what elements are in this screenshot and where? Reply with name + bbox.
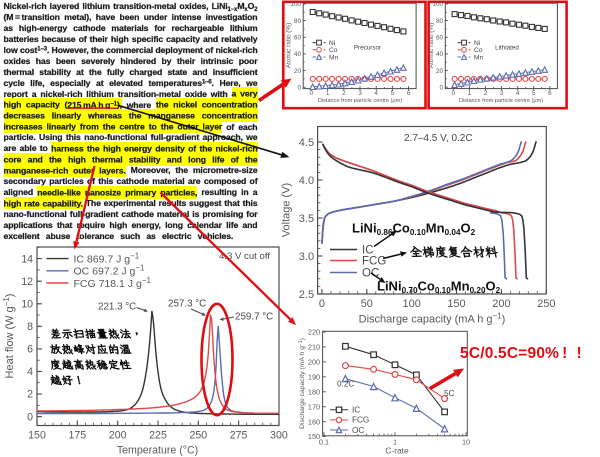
svg-text:6: 6 — [548, 90, 552, 97]
svg-text:Atomic ratio (%): Atomic ratio (%) — [286, 23, 293, 68]
svg-text:14: 14 — [21, 253, 33, 265]
svg-text:100: 100 — [403, 298, 421, 310]
svg-text:4: 4 — [374, 90, 378, 97]
svg-text:175: 175 — [68, 430, 86, 442]
svg-text:100: 100 — [432, 1, 443, 8]
svg-text:0: 0 — [452, 90, 456, 97]
svg-text:Precursor: Precursor — [354, 44, 381, 51]
svg-text:LiNi0.86Co0.10Mn0.04O2: LiNi0.86Co0.10Mn0.04O2 — [352, 221, 476, 238]
svg-text:8: 8 — [27, 321, 33, 333]
svg-text:Distance from particle centre: Distance from particle centre (μm) — [459, 98, 543, 104]
svg-text:4.3 V cut off: 4.3 V cut off — [219, 251, 270, 262]
svg-text:FCG: FCG — [362, 256, 386, 268]
svg-text:0.1: 0.1 — [319, 437, 329, 446]
svg-text:Temperature (°C): Temperature (°C) — [117, 445, 198, 457]
svg-text:10: 10 — [462, 437, 470, 446]
svg-text:Co: Co — [329, 47, 338, 54]
svg-text:Lithiated: Lithiated — [495, 44, 519, 51]
svg-text:210: 210 — [308, 343, 320, 352]
svg-text:60: 60 — [436, 35, 444, 42]
svg-text:1: 1 — [326, 90, 330, 97]
svg-text:Ni: Ni — [329, 40, 336, 47]
svg-text:0.2C: 0.2C — [337, 380, 354, 389]
svg-text:200: 200 — [308, 358, 320, 367]
svg-text:FCG 718.1 J g−1: FCG 718.1 J g−1 — [74, 276, 152, 290]
svg-text:150: 150 — [28, 430, 46, 442]
svg-text:Atomic ratio (%): Atomic ratio (%) — [428, 23, 435, 68]
svg-text:Mn: Mn — [329, 54, 338, 61]
svg-text:2: 2 — [27, 389, 33, 401]
svg-text:IC: IC — [352, 406, 360, 415]
svg-text:3.0: 3.0 — [299, 251, 314, 263]
svg-text:0: 0 — [27, 411, 33, 423]
svg-text:0: 0 — [319, 298, 325, 310]
svg-text:Voltage (V): Voltage (V) — [281, 183, 293, 237]
svg-text:150: 150 — [308, 432, 320, 441]
svg-text:Co: Co — [474, 47, 483, 54]
svg-text:20: 20 — [436, 68, 444, 75]
svg-text:50: 50 — [361, 298, 373, 310]
svg-text:OC 697.2 J g−1: OC 697.2 J g−1 — [74, 264, 146, 278]
svg-text:300: 300 — [270, 430, 288, 442]
svg-text:0: 0 — [310, 90, 314, 97]
svg-text:OC: OC — [352, 426, 364, 435]
svg-text:2.5: 2.5 — [299, 289, 314, 301]
svg-text:Discharge capacity (mA h g−1): Discharge capacity (mA h g−1) — [298, 338, 306, 429]
svg-text:170: 170 — [308, 402, 320, 411]
svg-text:60: 60 — [294, 35, 302, 42]
svg-text:1: 1 — [393, 437, 397, 446]
svg-text:0: 0 — [440, 84, 444, 91]
svg-text:200: 200 — [109, 430, 127, 442]
svg-text:190: 190 — [308, 372, 320, 381]
svg-text:5: 5 — [391, 90, 395, 97]
svg-text:10: 10 — [21, 298, 33, 310]
svg-text:257.3 °C: 257.3 °C — [168, 299, 206, 310]
svg-text:225: 225 — [149, 430, 167, 442]
svg-text:2: 2 — [484, 90, 488, 97]
svg-text:3: 3 — [358, 90, 362, 97]
svg-text:4: 4 — [516, 90, 520, 97]
svg-text:C-rate: C-rate — [385, 446, 409, 456]
svg-text:6: 6 — [407, 90, 411, 97]
svg-text:221.3 °C: 221.3 °C — [98, 302, 136, 313]
svg-text:80: 80 — [294, 18, 302, 25]
svg-text:100: 100 — [290, 1, 301, 8]
svg-text:4: 4 — [27, 366, 33, 378]
svg-text:250: 250 — [189, 430, 207, 442]
svg-text:180: 180 — [308, 387, 320, 396]
svg-text:4.0: 4.0 — [299, 175, 314, 187]
svg-text:250: 250 — [537, 298, 555, 310]
svg-text:259.7 °C: 259.7 °C — [235, 312, 273, 323]
svg-text:FCG: FCG — [352, 416, 369, 425]
svg-text:150: 150 — [447, 298, 465, 310]
svg-text:4.5: 4.5 — [299, 137, 314, 149]
svg-text:220: 220 — [308, 328, 320, 337]
svg-text:40: 40 — [294, 51, 302, 58]
svg-text:2: 2 — [342, 90, 346, 97]
svg-text:12: 12 — [21, 276, 33, 288]
svg-text:3: 3 — [500, 90, 504, 97]
svg-text:5C: 5C — [444, 389, 455, 398]
svg-text:Heat flow (W g−1): Heat flow (W g−1) — [2, 294, 16, 379]
svg-text:0: 0 — [297, 84, 301, 91]
svg-text:Discharge capacity (mA h g−1): Discharge capacity (mA h g−1) — [359, 312, 506, 326]
svg-text:Mn: Mn — [474, 54, 483, 61]
svg-text:275: 275 — [230, 430, 248, 442]
svg-text:200: 200 — [492, 298, 510, 310]
svg-text:80: 80 — [436, 18, 444, 25]
svg-text:20: 20 — [294, 68, 302, 75]
svg-text:IC 869.7 J g−1: IC 869.7 J g−1 — [74, 251, 140, 265]
svg-text:5: 5 — [532, 90, 536, 97]
svg-text:160: 160 — [308, 417, 320, 426]
svg-text:1: 1 — [468, 90, 472, 97]
svg-text:3.5: 3.5 — [299, 213, 314, 225]
svg-text:2.7–4.5 V, 0.2C: 2.7–4.5 V, 0.2C — [404, 133, 473, 144]
svg-text:40: 40 — [436, 51, 444, 58]
svg-text:IC: IC — [362, 245, 374, 257]
svg-text:Ni: Ni — [474, 40, 481, 47]
svg-text:Distance from particle centre: Distance from particle centre (μm) — [318, 98, 402, 104]
svg-text:LiNi0.70Co0.10Mn0.20O2: LiNi0.70Co0.10Mn0.20O2 — [377, 279, 501, 296]
svg-text:6: 6 — [27, 344, 33, 356]
